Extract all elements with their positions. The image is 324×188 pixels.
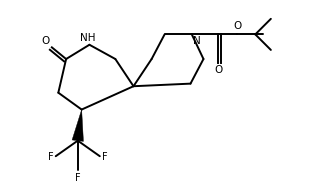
Text: F: F <box>102 152 108 162</box>
Text: NH: NH <box>80 33 96 43</box>
Text: N: N <box>193 36 201 46</box>
Text: O: O <box>41 36 49 46</box>
Text: O: O <box>214 65 223 76</box>
Polygon shape <box>72 110 83 141</box>
Text: O: O <box>233 21 241 31</box>
Text: F: F <box>48 152 54 162</box>
Text: F: F <box>75 173 81 183</box>
